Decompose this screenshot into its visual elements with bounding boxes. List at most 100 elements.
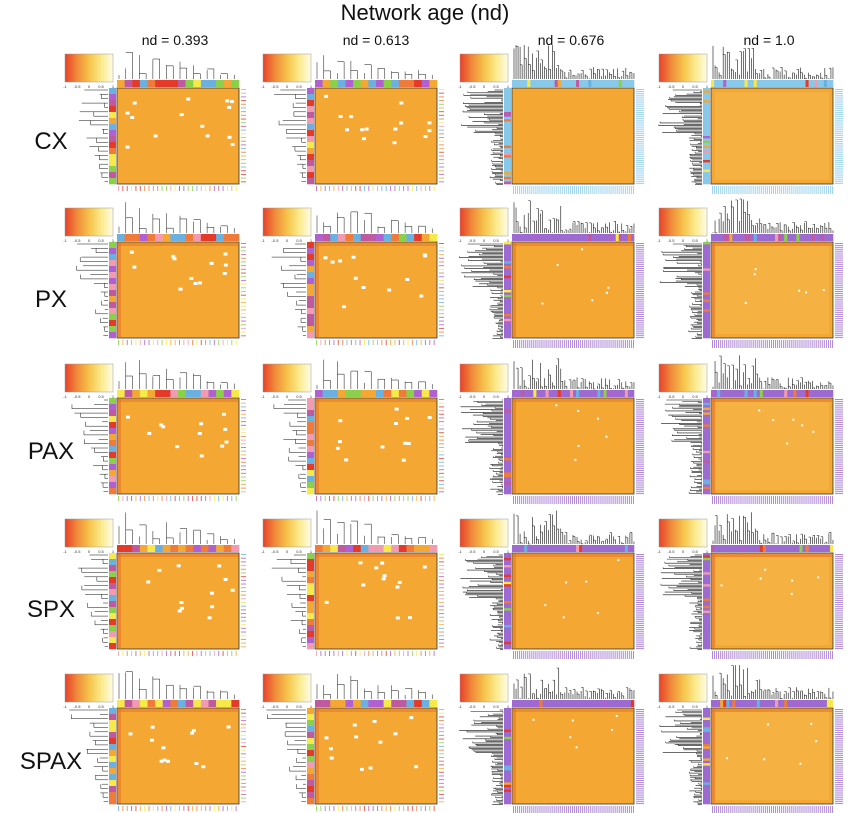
colorbar-top-r3c2-35 (618, 545, 623, 552)
col-label-tick-r2c0-2 (126, 496, 128, 501)
colorbar-top-r0c3-22 (778, 80, 782, 87)
col-label-tick-r2c3-2 (716, 496, 718, 504)
col-label-tick-r0c1-13 (372, 186, 374, 191)
col-label-tick-r1c3-6 (724, 340, 726, 348)
colorbar-top-r1c2-15 (557, 234, 562, 241)
heatmap-cell-r3c1-0 (422, 565, 427, 569)
colorkey-tick-r2c1-0: -1 (261, 394, 265, 399)
colorbar-top-r0c2-20 (573, 80, 577, 87)
colorbar-top-r0c3-31 (805, 80, 809, 87)
row-label-tick-r3c2-48 (636, 646, 644, 648)
col-label-tick-r1c2-36 (586, 340, 588, 348)
row-label-tick-r2c3-16 (835, 429, 843, 431)
colorbar-left-r1c2-22 (504, 294, 511, 298)
colorbar-top-r3c2-25 (588, 545, 592, 552)
col-label-tick-r2c0-10 (161, 496, 163, 501)
colorkey-tick-r0c1-0: -1 (261, 84, 265, 89)
colorbar-left-r2c2-11 (504, 424, 511, 428)
colorkey-tick-r1c0-1: -0.5 (74, 238, 82, 243)
heatmap-cell-r1c0-5 (132, 265, 137, 269)
colorbar-top-r2c2-14 (554, 390, 559, 397)
row-label-tick-r2c0-18 (241, 465, 246, 467)
row-label-tick-r2c2-38 (636, 471, 644, 473)
colorkey-tick-r3c1-1: -0.5 (272, 549, 280, 554)
colorbar-left-r3c0-12 (109, 625, 116, 632)
row-label-tick-r0c2-30 (636, 146, 644, 148)
colorbar-left-r1c0-2 (109, 254, 116, 261)
col-label-tick-r3c3-48 (809, 651, 811, 659)
row-label-tick-r3c3-8 (835, 569, 843, 571)
col-label-tick-r2c2-17 (547, 496, 549, 504)
row-label-tick-r4c1-21 (439, 786, 444, 788)
col-label-tick-r1c3-26 (764, 340, 766, 348)
colorbar-left-r2c3-1 (703, 400, 710, 404)
col-label-tick-r1c2-15 (543, 340, 545, 348)
col-label-tick-r2c3-14 (740, 496, 742, 504)
col-label-tick-r2c3-35 (783, 496, 785, 504)
colorbar-left-r2c3-17 (703, 438, 710, 442)
colorbar-left-r2c2-39 (504, 491, 511, 495)
row-label-tick-r4c1-1 (439, 712, 444, 714)
row-label-tick-r3c2-33 (636, 617, 644, 619)
row-label-tick-r1c3-38 (835, 315, 843, 317)
row-label-tick-r0c3-19 (835, 125, 843, 127)
col-label-tick-r1c3-22 (756, 340, 758, 348)
col-label-tick-r2c2-52 (618, 496, 620, 504)
colorbar-left-r1c1-4 (307, 266, 314, 273)
row-label-tick-r1c0-15 (241, 298, 246, 300)
colorbar-left-r1c0-0 (109, 242, 116, 249)
colorbar-left-r3c0-9 (109, 607, 116, 614)
colorbar-top-r0c3-6 (729, 80, 733, 87)
colorbar-left-r1c2-0 (504, 242, 511, 245)
row-label-tick-r0c3-3 (835, 94, 843, 96)
col-label-tick-r3c1-14 (377, 651, 378, 656)
row-label-tick-r0c2-21 (636, 129, 644, 131)
row-label-tick-r0c1-1 (439, 92, 444, 94)
heatmap-r3c2 (511, 552, 635, 650)
colorbar-left-r0c2-39 (504, 181, 511, 185)
row-label-tick-r2c3-46 (835, 487, 843, 489)
col-label-tick-r1c3-52 (817, 340, 819, 348)
colorkey-tick-r1c1-0: -1 (261, 238, 265, 243)
colorbar-left-r0c2-17 (504, 128, 511, 132)
col-label-tick-r2c3-11 (734, 496, 736, 504)
row-label-tick-r1c2-5 (636, 252, 644, 254)
col-label-tick-r0c2-6 (525, 186, 527, 194)
colorbar-left-r0c2-18 (504, 131, 511, 134)
colorbar-left-r3c2-20 (504, 601, 511, 604)
colorbar-left-r1c3-13 (703, 273, 710, 276)
col-label-tick-r2c3-24 (760, 496, 762, 504)
colorbar-top-r3c2-8 (536, 545, 540, 552)
colorbar-left-r0c3-0 (703, 88, 710, 91)
heatmap-cell-r2c0-1 (175, 445, 180, 449)
col-label-tick-r3c1-12 (368, 651, 370, 656)
row-label-tick-r1c2-41 (636, 321, 644, 323)
col-label-tick-r0c3-9 (730, 186, 732, 194)
col-label-tick-r3c2-40 (594, 651, 596, 659)
row-label-tick-r0c1-0 (439, 89, 444, 90)
colorbar-top-r0c2-5 (527, 80, 531, 87)
colorbar-left-r2c0-8 (109, 446, 116, 453)
colorbar-left-r0c3-37 (703, 176, 710, 180)
colorbar-left-r3c3-26 (703, 615, 710, 619)
colorbar-left-r0c0-4 (109, 112, 116, 119)
row-label-tick-r0c3-21 (835, 129, 843, 131)
row-label-tick-r1c1-25 (439, 335, 444, 337)
col-label-tick-r1c3-46 (805, 340, 807, 348)
colorbar-top-r3c2-22 (579, 545, 583, 552)
row-label-tick-r1c3-27 (835, 294, 843, 296)
colorbar-top-r2c3-39 (829, 390, 834, 397)
heatmap-cell-r2c0-5 (161, 425, 166, 429)
col-label-tick-r0c2-25 (563, 186, 565, 194)
row-label-tick-r2c0-13 (241, 447, 246, 448)
col-label-tick-r3c3-21 (754, 651, 756, 659)
row-label-tick-r0c2-31 (636, 148, 644, 150)
colorkey-tick-r3c3-4: 1 (706, 549, 709, 554)
col-label-tick-r0c3-22 (756, 186, 758, 194)
col-label-tick-r1c3-4 (720, 340, 722, 348)
colorbar-left-r2c2-32 (504, 474, 511, 478)
colorbar-left-r1c3-12 (703, 270, 710, 274)
heatmap-cell-r2c0-8 (197, 431, 202, 435)
row-label-tick-r3c3-45 (835, 640, 843, 642)
colorbar-top-r0c3-24 (784, 80, 788, 87)
